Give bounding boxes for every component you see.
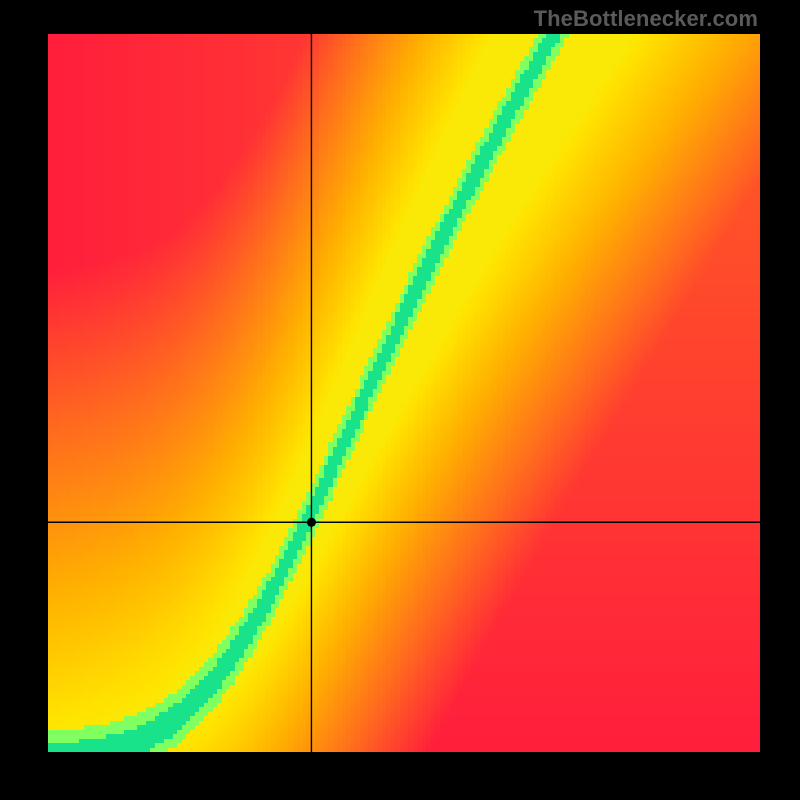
chart-container: TheBottlenecker.com [0, 0, 800, 800]
bottleneck-heatmap [0, 0, 800, 800]
watermark-text: TheBottlenecker.com [534, 6, 758, 32]
